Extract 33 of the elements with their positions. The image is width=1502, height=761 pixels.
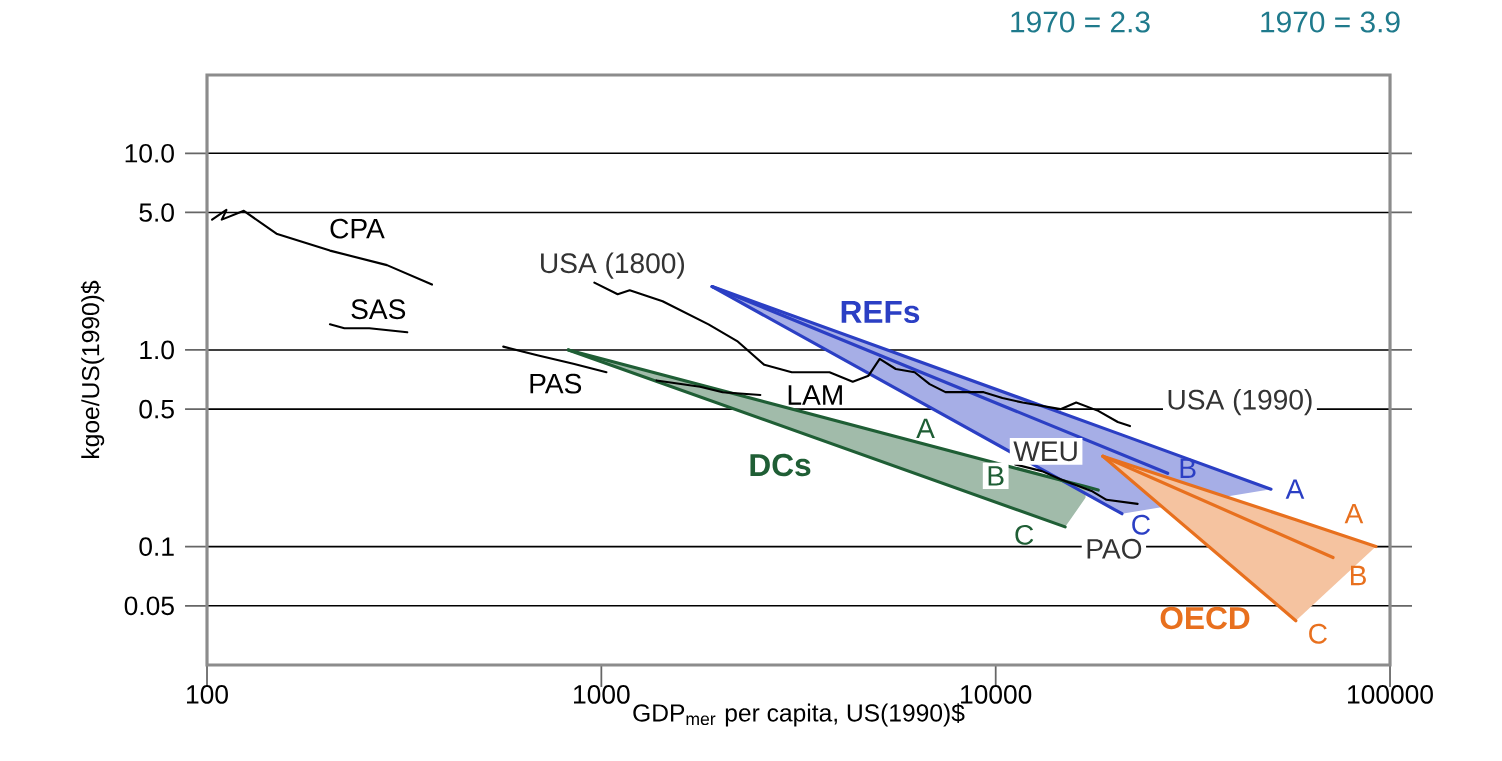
annotation: A bbox=[916, 418, 935, 439]
annotation: USA (1990) bbox=[1168, 388, 1312, 416]
annotation: C bbox=[1015, 524, 1034, 545]
y-tick-label: 1.0 bbox=[140, 340, 174, 360]
annotation: USA (1800) bbox=[541, 252, 684, 279]
annotation: B bbox=[988, 466, 1004, 486]
x-tick-label: 1000 bbox=[574, 685, 630, 704]
text: 1970 = 3.9 bbox=[1261, 11, 1400, 33]
text: 1970 = 2.3 bbox=[1011, 11, 1150, 33]
series-label: CPA bbox=[330, 218, 385, 239]
annotation: DCs bbox=[750, 453, 811, 477]
annotation: A bbox=[1285, 479, 1305, 499]
x-axis-title: GDP$_{mer}$ per capita, US(1990)$ bbox=[633, 703, 965, 727]
annotation: C bbox=[1132, 514, 1151, 535]
annotation: OECD bbox=[1160, 606, 1250, 630]
y-tick-label: 0.1 bbox=[139, 537, 174, 556]
annotation: REFs bbox=[841, 300, 920, 324]
y-tick-label: 0.05 bbox=[124, 596, 174, 616]
series-label: SAS bbox=[351, 299, 406, 320]
y-tick-label: 0.5 bbox=[139, 399, 174, 419]
y-tick-label: 10.0 bbox=[125, 143, 174, 163]
annotation: A bbox=[1344, 503, 1364, 524]
x-tick-label: 10000 bbox=[961, 685, 1032, 704]
series-label: LAM bbox=[788, 385, 842, 405]
annotation: PAO bbox=[1087, 538, 1142, 559]
y-tick-label: 5.0 bbox=[139, 203, 174, 222]
annotation: WEU bbox=[1013, 441, 1077, 462]
annotation: C bbox=[1309, 623, 1327, 644]
series-label: PAS bbox=[530, 373, 582, 394]
annotation: B bbox=[1350, 565, 1366, 586]
x-tick-label: 100000 bbox=[1348, 685, 1433, 704]
y-axis-title: kgoe/US(1990)$ bbox=[80, 280, 105, 458]
x-tick-label: 100 bbox=[187, 685, 228, 704]
